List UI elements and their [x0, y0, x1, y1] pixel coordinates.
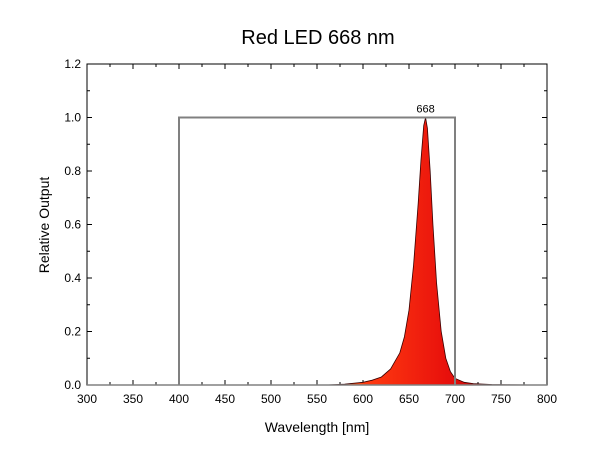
x-tick-label: 650: [399, 392, 419, 406]
y-tick-label: 0.2: [64, 325, 81, 339]
plot-area: 300 350 400 450 500 550 600 650 700 750 800 0.0 0.2 0…: [64, 57, 557, 406]
y-tick-label: 0.4: [64, 271, 81, 285]
x-tick-label: 800: [537, 392, 557, 406]
y-tick-label: 0.8: [64, 164, 81, 178]
x-tick-label: 600: [353, 392, 373, 406]
y-axis-title: Relative Output: [36, 177, 52, 274]
chart-title: Red LED 668 nm: [241, 27, 394, 49]
x-tick-label: 550: [307, 392, 327, 406]
spectrum-area: [326, 117, 548, 386]
peak-label: 668: [416, 104, 434, 116]
y-tick-label: 1.2: [64, 57, 81, 71]
x-tick-label: 300: [77, 392, 97, 406]
x-tick-label: 500: [261, 392, 281, 406]
y-tick-label: 1.0: [64, 111, 81, 125]
x-tick-label: 700: [445, 392, 465, 406]
y-tick-label: 0.6: [64, 218, 81, 232]
plot-frame: [86, 63, 548, 386]
x-tick-label: 350: [123, 392, 143, 406]
y-tick-label: 0.0: [64, 378, 81, 392]
x-tick-label: 750: [491, 392, 511, 406]
band-outline: [178, 116, 456, 385]
x-tick-label: 450: [215, 392, 235, 406]
x-axis-title: Wavelength [nm]: [265, 419, 370, 435]
x-tick-label: 400: [169, 392, 189, 406]
